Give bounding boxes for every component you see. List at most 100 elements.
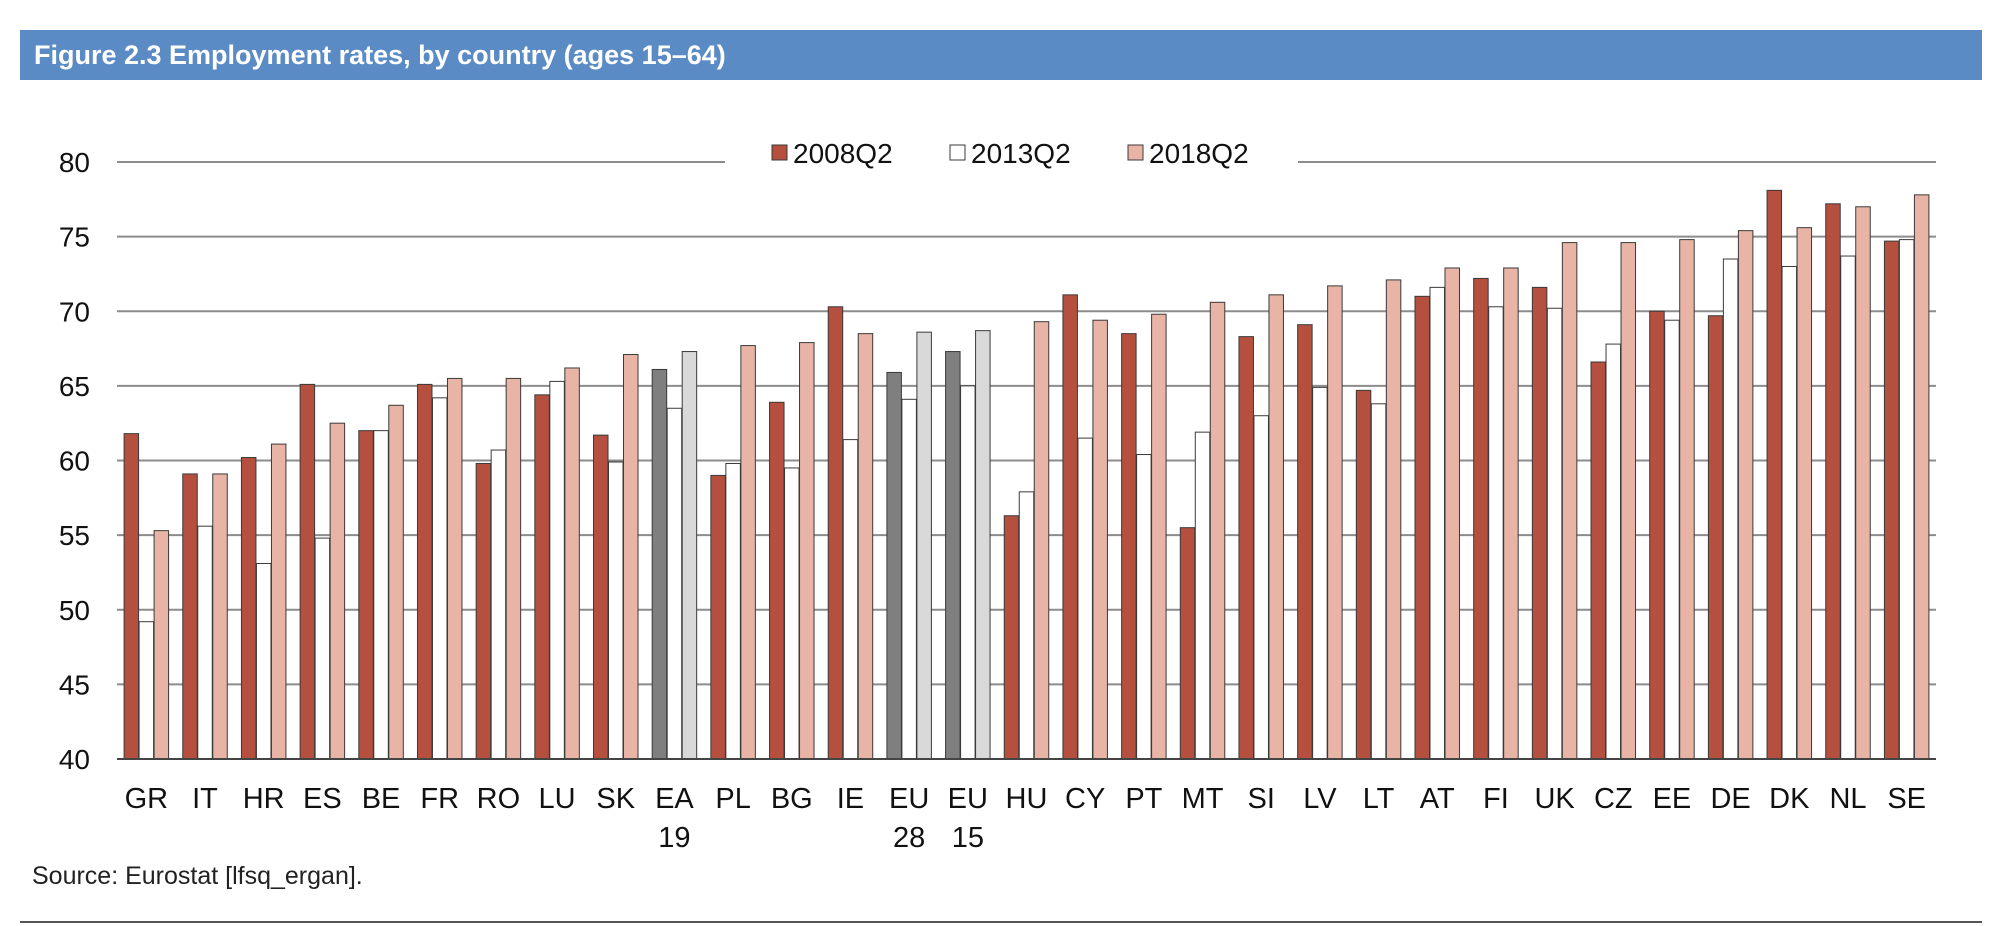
bar-LV-2018Q2 bbox=[1327, 285, 1343, 760]
bar-GR-2018Q2 bbox=[153, 530, 170, 760]
bar-NL-2018Q2 bbox=[1855, 206, 1871, 760]
bar-BG-2018Q2 bbox=[799, 342, 815, 760]
bar-FI-2013Q2 bbox=[1488, 306, 1504, 760]
bar-BE-2013Q2 bbox=[373, 430, 389, 760]
x-tick-label: MT bbox=[1182, 783, 1224, 815]
bar-EU28-2013Q2 bbox=[901, 398, 917, 760]
bar-DE-2018Q2 bbox=[1737, 230, 1754, 760]
bar-CZ-2013Q2 bbox=[1605, 343, 1622, 760]
bar-EA19-2008Q2 bbox=[651, 368, 668, 760]
bar-PL-2013Q2 bbox=[725, 462, 741, 760]
x-tick-label: EU bbox=[889, 783, 929, 815]
bar-SE-2013Q2 bbox=[1898, 239, 1915, 760]
bottom-divider bbox=[20, 921, 1982, 923]
legend-swatch-2018Q2 bbox=[1127, 144, 1144, 161]
bar-EU28-2018Q2 bbox=[916, 331, 932, 760]
legend: 2008Q2 2013Q2 2018Q2 bbox=[771, 138, 1249, 169]
bar-FR-2008Q2 bbox=[416, 383, 433, 760]
x-tick-label: IE bbox=[837, 783, 864, 815]
y-tick-label: 80 bbox=[59, 147, 90, 178]
bar-NL-2013Q2 bbox=[1840, 255, 1856, 760]
axes: 40 45 50 55 60 65 70 75 80 GR IT HR ES BE FR RO LU SK EA 19… bbox=[59, 147, 1936, 854]
bar-BG-2008Q2 bbox=[769, 401, 785, 760]
bar-HR-2018Q2 bbox=[270, 443, 287, 760]
x-tick-label: EE bbox=[1653, 783, 1692, 815]
bar-DK-2008Q2 bbox=[1766, 189, 1783, 760]
x-tick-label: AT bbox=[1420, 783, 1455, 815]
bar-IT-2008Q2 bbox=[182, 473, 198, 760]
bar-PT-2008Q2 bbox=[1121, 333, 1137, 760]
bar-DK-2013Q2 bbox=[1781, 265, 1798, 760]
bar-SE-2008Q2 bbox=[1883, 240, 1900, 760]
bar-EA19-2018Q2 bbox=[681, 351, 698, 760]
bar-ES-2008Q2 bbox=[299, 383, 316, 760]
bar-BE-2008Q2 bbox=[358, 430, 374, 760]
bar-LT-2018Q2 bbox=[1385, 279, 1402, 760]
x-tick-label: SK bbox=[596, 783, 635, 815]
source-note: Source: Eurostat [lfsq_ergan]. bbox=[32, 862, 363, 890]
x-tick-label: SE bbox=[1887, 783, 1926, 815]
bar-RO-2013Q2 bbox=[490, 449, 507, 760]
bar-SK-2008Q2 bbox=[593, 434, 609, 760]
bar-EA19-2013Q2 bbox=[666, 407, 683, 760]
x-tick-label: LT bbox=[1363, 783, 1395, 815]
x-tick-label: HR bbox=[243, 783, 285, 815]
bar-PT-2013Q2 bbox=[1136, 454, 1152, 760]
bar-CY-2013Q2 bbox=[1077, 437, 1093, 760]
bar-RO-2018Q2 bbox=[505, 377, 522, 760]
bar-PL-2018Q2 bbox=[740, 345, 756, 760]
bar-IT-2018Q2 bbox=[212, 473, 228, 760]
bar-MT-2018Q2 bbox=[1209, 301, 1226, 760]
x-tick-label: GR bbox=[125, 783, 169, 815]
bar-GR-2008Q2 bbox=[123, 433, 140, 760]
bar-AT-2008Q2 bbox=[1414, 295, 1430, 760]
bar-SI-2013Q2 bbox=[1253, 415, 1269, 760]
bar-LV-2008Q2 bbox=[1297, 324, 1313, 760]
bar-BG-2013Q2 bbox=[784, 467, 800, 760]
x-tick-label: NL bbox=[1829, 783, 1866, 815]
bar-AT-2013Q2 bbox=[1429, 286, 1445, 760]
bar-DK-2018Q2 bbox=[1796, 227, 1813, 760]
bar-AT-2018Q2 bbox=[1444, 267, 1460, 760]
bar-EE-2013Q2 bbox=[1664, 319, 1680, 760]
y-tick-label: 45 bbox=[59, 669, 90, 700]
bar-HU-2008Q2 bbox=[1003, 515, 1020, 760]
bar-MT-2013Q2 bbox=[1194, 431, 1211, 760]
x-tick-label: PL bbox=[715, 783, 750, 815]
bar-ES-2018Q2 bbox=[329, 422, 346, 760]
bar-FI-2008Q2 bbox=[1473, 277, 1489, 760]
x-tick-label: IT bbox=[192, 783, 218, 815]
legend-swatch-2008Q2 bbox=[771, 144, 788, 161]
bar-FI-2018Q2 bbox=[1503, 267, 1519, 760]
y-tick-label: 50 bbox=[59, 595, 90, 626]
bar-EE-2008Q2 bbox=[1649, 310, 1665, 760]
x-tick-label: PT bbox=[1125, 783, 1162, 815]
x-tick-label: CY bbox=[1065, 783, 1105, 815]
bar-SI-2018Q2 bbox=[1268, 294, 1284, 760]
bar-CY-2008Q2 bbox=[1062, 294, 1078, 760]
x-tick-label: LU bbox=[539, 783, 576, 815]
bar-IE-2013Q2 bbox=[842, 439, 859, 760]
x-tick-label: DK bbox=[1769, 783, 1810, 815]
x-tick-label: 28 bbox=[893, 822, 925, 854]
bar-DE-2008Q2 bbox=[1707, 315, 1724, 760]
legend-swatch-2013Q2 bbox=[949, 144, 966, 161]
bar-SK-2018Q2 bbox=[623, 354, 639, 760]
bar-CY-2018Q2 bbox=[1092, 319, 1108, 760]
x-tick-label: EA bbox=[655, 783, 694, 815]
bar-HU-2018Q2 bbox=[1033, 321, 1050, 760]
bar-EE-2018Q2 bbox=[1679, 239, 1695, 760]
y-tick-label: 60 bbox=[59, 446, 90, 477]
bar-RO-2008Q2 bbox=[475, 462, 492, 760]
x-tick-label: BE bbox=[362, 783, 401, 815]
figure-title-bar: Figure 2.3 Employment rates, by country … bbox=[20, 30, 1982, 80]
x-tick-label: DE bbox=[1710, 783, 1750, 815]
figure-title: Figure 2.3 Employment rates, by country … bbox=[34, 39, 726, 70]
y-tick-label: 75 bbox=[59, 222, 90, 253]
bar-ES-2013Q2 bbox=[314, 537, 331, 760]
bar-LV-2013Q2 bbox=[1312, 386, 1328, 760]
legend-label-2013Q2: 2013Q2 bbox=[971, 138, 1071, 169]
x-tick-label: 15 bbox=[952, 822, 984, 854]
x-tick-label: LV bbox=[1303, 783, 1337, 815]
legend-label-2008Q2: 2008Q2 bbox=[793, 138, 893, 169]
